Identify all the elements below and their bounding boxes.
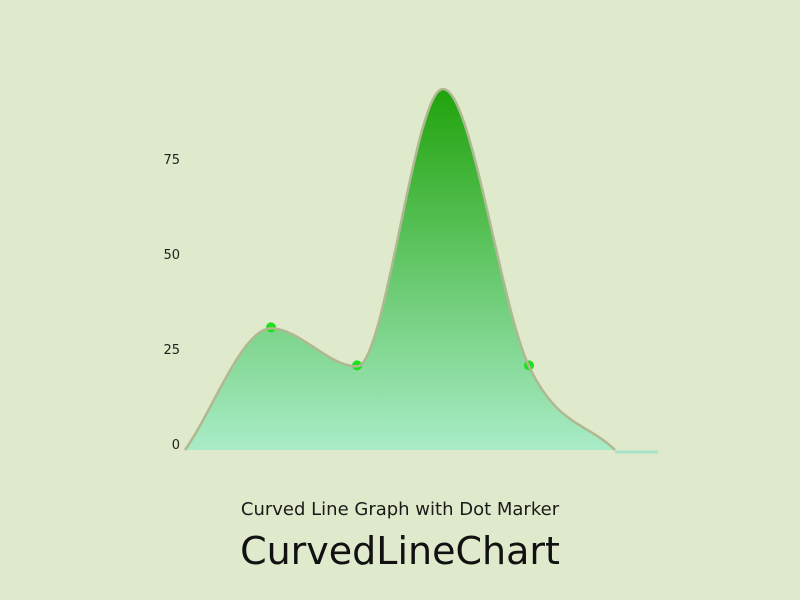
plot-area: [183, 87, 658, 454]
series-line: [183, 87, 616, 451]
chart-title: CurvedLineChart: [240, 529, 560, 573]
y-axis: 0 25 50 75: [163, 153, 180, 453]
chart-subtitle: Curved Line Graph with Dot Marker: [240, 499, 560, 520]
area-fill: [185, 89, 615, 450]
y-tick-label: 50: [163, 248, 180, 263]
y-tick-label: 0: [172, 438, 180, 453]
y-tick-label: 75: [163, 153, 180, 168]
y-tick-label: 25: [163, 343, 180, 358]
